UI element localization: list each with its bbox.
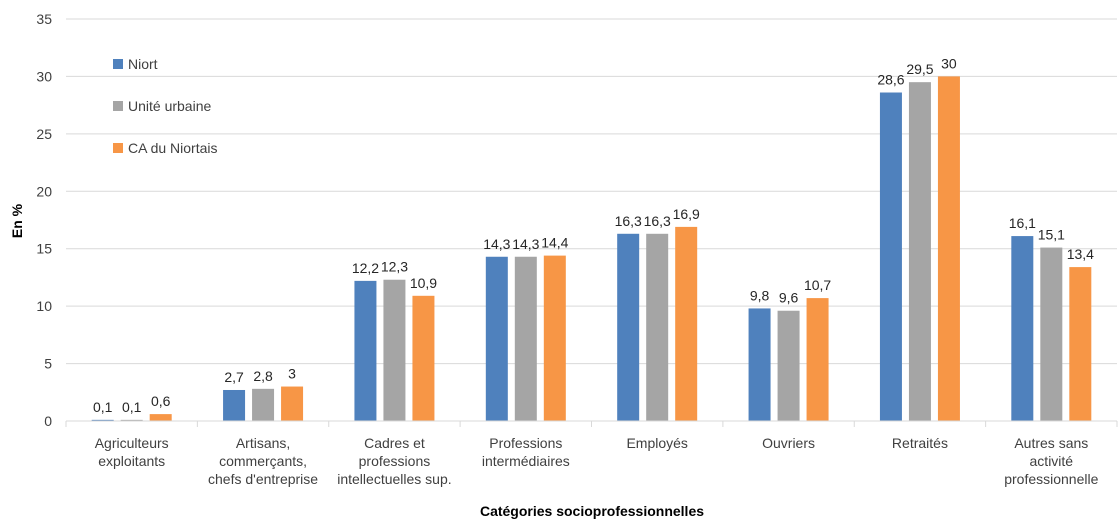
x-axis-title: Catégories socioprofessionnelles	[480, 503, 704, 519]
data-label: 28,6	[877, 72, 904, 88]
data-label: 2,8	[253, 368, 273, 384]
bar	[748, 308, 771, 421]
y-tick-label: 0	[44, 413, 52, 429]
x-category-label: Cadres et professions intellectuelles sup.	[337, 435, 451, 487]
bar	[485, 256, 508, 421]
data-label: 16,9	[673, 206, 700, 222]
x-category-label: Agriculteurs exploitants	[95, 435, 169, 469]
legend-swatch	[113, 143, 123, 153]
x-axis: Agriculteurs exploitants Artisans, commerça…	[65, 420, 1118, 487]
bar	[908, 82, 931, 422]
bar	[617, 233, 640, 421]
data-label: 9,8	[750, 287, 770, 303]
y-tick-label: 25	[36, 126, 52, 142]
data-label: 0,6	[151, 393, 171, 409]
legend-swatch	[113, 59, 123, 69]
y-tick-label: 5	[44, 356, 52, 372]
bar	[281, 386, 304, 421]
x-category-label: Autres sans activité professionnelle	[1004, 435, 1098, 487]
data-label: 12,2	[352, 260, 379, 276]
data-label: 30	[941, 55, 957, 71]
data-label: 10,7	[804, 277, 831, 293]
x-category-label: Employés	[626, 435, 687, 451]
bar	[514, 256, 537, 421]
data-label: 29,5	[906, 61, 933, 77]
bar	[1011, 236, 1034, 421]
data-label: 16,3	[615, 213, 642, 229]
y-axis-ticks: 0 5 10 15 20 25 30 35	[36, 11, 52, 429]
legend-label: Niort	[128, 56, 158, 72]
bar	[937, 76, 960, 421]
gridlines	[66, 18, 1117, 365]
x-category-label: Artisans, commerçants, chefs d'entreprise	[208, 435, 318, 487]
legend: Niort Unité urbaine CA du Niortais	[113, 56, 217, 156]
y-tick-label: 20	[36, 183, 52, 199]
bar	[675, 226, 698, 421]
bars	[91, 76, 1092, 422]
data-label: 15,1	[1038, 227, 1065, 243]
bar	[252, 388, 275, 421]
data-label: 14,3	[512, 236, 539, 252]
legend-label: Unité urbaine	[128, 98, 211, 114]
data-label: 12,3	[381, 259, 408, 275]
data-label: 9,6	[779, 290, 799, 306]
bar	[1069, 267, 1092, 421]
data-label: 10,9	[410, 275, 437, 291]
bar	[383, 279, 406, 421]
bar	[91, 419, 114, 421]
data-label: 3	[288, 366, 296, 382]
data-label: 16,1	[1009, 215, 1036, 231]
data-label: 14,3	[483, 236, 510, 252]
bar	[1040, 247, 1063, 421]
bar	[543, 255, 566, 421]
bar	[777, 310, 800, 421]
bar	[412, 295, 435, 421]
bar	[120, 419, 143, 421]
bar	[149, 414, 172, 421]
y-tick-label: 30	[36, 68, 52, 84]
bar	[354, 280, 377, 421]
bar	[223, 389, 246, 421]
data-label: 14,4	[541, 235, 568, 251]
data-label: 13,4	[1067, 246, 1094, 262]
legend-label: CA du Niortais	[128, 140, 217, 156]
bar	[646, 233, 669, 421]
data-labels: 0,1 0,1 0,62,7 2,8 312,2 12,310,914,3 14,3 14,4…	[93, 55, 1094, 414]
bar	[806, 298, 829, 421]
y-tick-label: 15	[36, 241, 52, 257]
bar	[879, 92, 902, 421]
data-label: 0,1	[93, 399, 113, 415]
data-label: 16,3	[644, 213, 671, 229]
x-category-label: Professions intermédiaires	[482, 435, 570, 469]
data-label: 0,1	[122, 399, 142, 415]
x-category-label: Retraités	[892, 435, 948, 451]
x-category-label: Ouvriers	[762, 435, 815, 451]
y-axis-title: En %	[9, 203, 25, 238]
y-tick-label: 10	[36, 298, 52, 314]
legend-swatch	[113, 101, 123, 111]
data-label: 2,7	[224, 369, 244, 385]
y-tick-label: 35	[36, 11, 52, 27]
